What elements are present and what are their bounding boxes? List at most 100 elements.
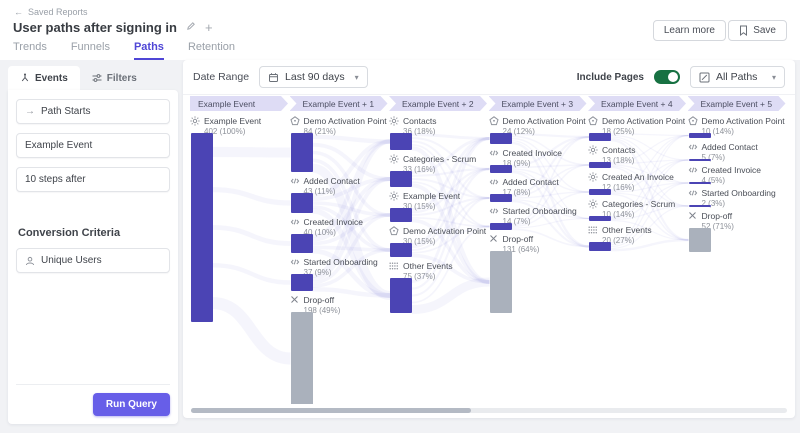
node-label: Added Contact — [502, 177, 559, 187]
node-bar[interactable] — [489, 194, 512, 202]
sankey-node[interactable]: Created Invoice 4 (5%) — [688, 165, 761, 185]
node-count: 10 (14%) — [701, 127, 734, 136]
sankey-node[interactable]: Other Events 75 (37%) — [389, 261, 453, 281]
edit-title-icon[interactable] — [186, 21, 196, 34]
steps-after-card[interactable]: 10 steps after — [16, 167, 170, 192]
sankey-node[interactable]: Contacts 36 (18%) — [389, 116, 437, 136]
node-bar[interactable] — [688, 159, 711, 161]
sankey-node[interactable]: Started Onboarding 37 (9%) — [290, 257, 378, 277]
sankey-node[interactable]: Example Event 30 (15%) — [389, 191, 460, 211]
custom-event-icon — [588, 145, 598, 155]
sankey-node[interactable]: Started Onboarding 2 (3%) — [688, 188, 776, 208]
scrollbar-thumb[interactable] — [191, 408, 472, 413]
dropoff-bar[interactable] — [290, 312, 313, 404]
sankey-node[interactable]: Example Event 402 (100%) — [190, 116, 261, 136]
sankey-node[interactable]: Started Onboarding 14 (7%) — [489, 206, 577, 226]
node-bar[interactable] — [390, 133, 412, 150]
node-bar[interactable] — [390, 171, 412, 187]
sankey-node[interactable]: Created Invoice 40 (10%) — [290, 217, 363, 237]
node-bar[interactable] — [688, 182, 711, 184]
query-sidebar: Events Filters → Path Starts Example Eve… — [8, 66, 178, 424]
tab-filters[interactable]: Filters — [80, 66, 149, 90]
dropoff-bar[interactable] — [489, 251, 512, 313]
tab-trends[interactable]: Trends — [13, 41, 47, 53]
node-bar[interactable] — [589, 242, 611, 251]
sankey-node[interactable]: Demo Activation Point 10 (14%) — [687, 116, 785, 136]
sankey-node[interactable]: Added Contact 5 (7%) — [688, 142, 758, 162]
node-bar[interactable] — [290, 274, 313, 291]
unique-users-card[interactable]: Unique Users — [16, 248, 170, 273]
column-header: Example Event + 3 — [489, 96, 587, 111]
node-count: 20 (27%) — [602, 236, 635, 245]
sankey-node[interactable]: Drop-off 131 (64%) — [489, 234, 539, 254]
sankey-node[interactable]: Drop-off 198 (49%) — [290, 295, 340, 315]
sankey-node[interactable]: Demo Activation Point 24 (12%) — [488, 116, 586, 136]
sankey-column: Example Event + 5 Demo Activation Point 10… — [688, 96, 788, 252]
sankey-node[interactable]: Categories - Scrum 10 (14%) — [588, 199, 675, 219]
node-count: 43 (11%) — [303, 187, 336, 196]
tab-events[interactable]: Events — [8, 66, 80, 90]
sankey-column: Example Event Example Event 402 (100%) — [190, 96, 290, 322]
node-bar[interactable] — [489, 165, 512, 173]
start-event-card[interactable]: Example Event — [16, 133, 170, 158]
node-bar[interactable] — [390, 243, 412, 257]
sankey-node[interactable]: Categories - Scrum 33 (16%) — [389, 154, 476, 174]
node-bar[interactable] — [489, 133, 512, 144]
node-bar[interactable] — [589, 162, 611, 168]
dropoff-bar[interactable] — [688, 228, 711, 252]
custom-event-icon — [389, 191, 399, 201]
sankey-node[interactable]: Created An Invoice 12 (16%) — [588, 172, 674, 192]
sankey-node[interactable]: Added Contact 17 (8%) — [489, 177, 559, 197]
custom-event-icon — [588, 199, 598, 209]
path-starts-card[interactable]: → Path Starts — [16, 99, 170, 124]
node-label: Demo Activation Point — [303, 116, 387, 126]
paths-filter-select[interactable]: All Paths ▾ — [690, 66, 785, 88]
node-bar[interactable] — [290, 234, 313, 253]
title-row: User paths after signing in + — [13, 20, 213, 35]
tab-funnels[interactable]: Funnels — [70, 41, 110, 53]
user-icon — [25, 256, 35, 266]
sankey-node[interactable]: Created Invoice 18 (9%) — [489, 148, 562, 168]
tab-retention[interactable]: Retention — [187, 41, 236, 53]
column-header-label: Example Event + 3 — [501, 98, 574, 109]
learn-more-button[interactable]: Learn more — [652, 20, 726, 41]
column-header-label: Example Event — [198, 98, 256, 109]
node-bar[interactable] — [390, 208, 412, 222]
node-bar[interactable] — [390, 278, 412, 313]
node-bar[interactable] — [589, 189, 611, 195]
app-header: ← Saved Reports User paths after signing… — [0, 0, 800, 60]
learn-more-label: Learn more — [663, 25, 715, 36]
include-pages-toggle[interactable] — [654, 70, 680, 84]
run-query-button[interactable]: Run Query — [92, 393, 170, 416]
sankey-node[interactable]: Added Contact 43 (11%) — [290, 176, 360, 196]
column-header-label: Example Event + 4 — [601, 98, 673, 109]
node-bar[interactable] — [589, 133, 611, 141]
save-button[interactable]: Save — [728, 20, 787, 41]
node-bar[interactable] — [290, 193, 313, 213]
node-count: 17 (8%) — [502, 188, 531, 197]
date-range-select[interactable]: Last 90 days ▾ — [259, 66, 368, 88]
column-header: Example Event + 5 — [688, 96, 786, 111]
node-bar[interactable] — [191, 133, 213, 322]
sankey-node[interactable]: Drop-off 52 (71%) — [688, 211, 734, 231]
node-bar[interactable] — [688, 133, 711, 138]
node-label: Demo Activation Point — [502, 116, 586, 126]
add-tab-icon[interactable]: + — [204, 20, 213, 35]
web-icon — [588, 116, 598, 126]
node-bar[interactable] — [589, 216, 611, 221]
code-icon — [688, 165, 698, 175]
node-count: 10 (14%) — [602, 210, 635, 219]
sankey-node[interactable]: Demo Activation Point 30 (15%) — [389, 226, 486, 246]
back-link[interactable]: ← Saved Reports — [14, 7, 88, 17]
tab-paths[interactable]: Paths — [133, 41, 164, 60]
arrow-right-icon: → — [25, 106, 35, 117]
node-bar[interactable] — [489, 223, 512, 230]
node-bar[interactable] — [290, 133, 313, 172]
sankey-node[interactable]: Demo Activation Point 18 (25%) — [588, 116, 685, 136]
custom-event-icon — [389, 154, 399, 164]
sankey-node[interactable]: Demo Activation Point 84 (21%) — [289, 116, 387, 136]
sankey-node[interactable]: Other Events 20 (27%) — [588, 225, 652, 245]
sankey-node[interactable]: Contacts 13 (18%) — [588, 145, 636, 165]
node-count: 14 (7%) — [502, 217, 531, 226]
node-bar[interactable] — [688, 205, 711, 207]
